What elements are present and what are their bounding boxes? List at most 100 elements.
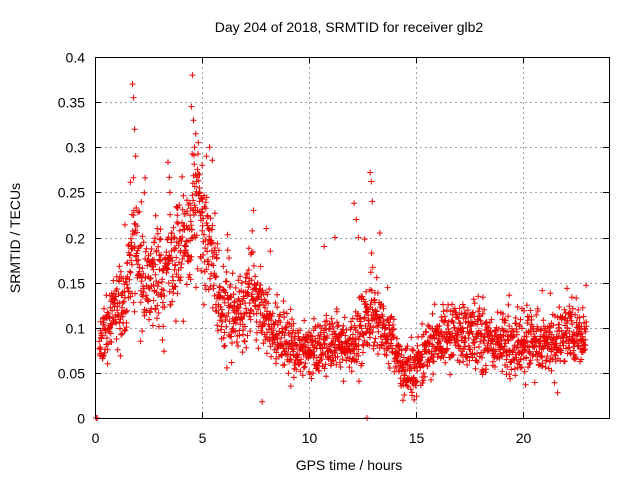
data-point bbox=[130, 299, 137, 306]
data-point bbox=[117, 352, 124, 359]
data-point bbox=[355, 234, 362, 241]
x-tick-label: 15 bbox=[409, 430, 425, 446]
data-point bbox=[506, 292, 513, 299]
data-point bbox=[465, 335, 472, 341]
data-point bbox=[561, 306, 568, 313]
data-point bbox=[367, 301, 374, 308]
data-point bbox=[467, 346, 474, 353]
x-tick-label: 5 bbox=[199, 430, 207, 446]
data-point bbox=[128, 239, 135, 246]
data-point bbox=[102, 327, 109, 334]
data-point bbox=[300, 364, 307, 371]
data-point bbox=[143, 292, 150, 299]
data-point bbox=[216, 284, 223, 291]
data-point bbox=[355, 336, 362, 343]
data-point bbox=[367, 323, 374, 329]
data-point bbox=[499, 368, 506, 375]
data-point bbox=[579, 304, 586, 311]
data-point bbox=[479, 310, 486, 317]
data-point bbox=[414, 367, 421, 374]
data-point bbox=[517, 364, 524, 371]
data-point bbox=[383, 352, 390, 359]
data-point bbox=[127, 269, 134, 276]
data-point bbox=[456, 311, 463, 318]
data-point bbox=[201, 231, 207, 238]
data-point bbox=[322, 361, 329, 368]
data-point bbox=[185, 252, 192, 259]
data-point bbox=[199, 162, 206, 169]
data-point bbox=[370, 343, 377, 349]
data-point bbox=[527, 307, 534, 314]
data-point bbox=[581, 347, 588, 354]
data-point bbox=[205, 257, 212, 263]
data-point bbox=[561, 358, 568, 365]
data-point bbox=[339, 356, 346, 363]
data-point bbox=[252, 273, 259, 280]
data-point bbox=[290, 346, 297, 353]
data-point bbox=[359, 360, 365, 367]
data-point bbox=[521, 307, 527, 314]
data-point bbox=[573, 295, 580, 302]
data-point bbox=[203, 194, 210, 201]
data-point bbox=[556, 304, 563, 311]
data-point bbox=[526, 361, 533, 367]
data-point bbox=[501, 343, 508, 350]
data-point bbox=[342, 332, 349, 339]
data-point bbox=[321, 365, 328, 372]
data-point bbox=[223, 278, 230, 285]
data-point bbox=[361, 314, 368, 321]
data-point bbox=[321, 243, 328, 250]
data-point bbox=[248, 277, 255, 284]
data-point bbox=[512, 372, 519, 379]
data-point bbox=[369, 198, 376, 205]
data-point bbox=[254, 294, 261, 301]
data-point bbox=[561, 315, 568, 322]
data-point bbox=[485, 324, 492, 331]
data-point bbox=[218, 306, 225, 313]
y-tick-label: 0.1 bbox=[66, 321, 86, 337]
data-point bbox=[477, 317, 484, 324]
data-point bbox=[187, 256, 194, 263]
data-point bbox=[168, 230, 175, 237]
data-point bbox=[464, 353, 471, 360]
data-point bbox=[123, 307, 130, 314]
data-point bbox=[435, 350, 442, 357]
data-point bbox=[188, 103, 195, 110]
data-point bbox=[314, 364, 321, 371]
data-point bbox=[509, 348, 516, 355]
data-point bbox=[340, 378, 347, 385]
data-point bbox=[383, 332, 390, 339]
data-point bbox=[229, 340, 235, 346]
data-point bbox=[156, 236, 163, 243]
data-point bbox=[273, 349, 280, 356]
chart-title: Day 204 of 2018, SRMTID for receiver glb… bbox=[215, 19, 484, 35]
data-point bbox=[383, 339, 390, 346]
data-point bbox=[189, 180, 196, 187]
data-point bbox=[482, 369, 489, 376]
data-point bbox=[196, 171, 203, 178]
data-point bbox=[413, 393, 420, 400]
data-point bbox=[457, 329, 464, 336]
data-point bbox=[447, 340, 453, 346]
data-point bbox=[428, 376, 434, 383]
data-point bbox=[188, 222, 195, 229]
data-point bbox=[154, 225, 161, 232]
data-point bbox=[430, 371, 437, 378]
data-point bbox=[179, 234, 186, 240]
data-point bbox=[429, 310, 436, 317]
data-point bbox=[269, 310, 276, 317]
data-point bbox=[359, 341, 366, 348]
data-point bbox=[195, 170, 202, 177]
data-point bbox=[154, 230, 161, 237]
data-point bbox=[113, 320, 120, 327]
data-point bbox=[133, 257, 140, 264]
data-point bbox=[177, 277, 183, 284]
data-point bbox=[330, 358, 337, 364]
data-point bbox=[271, 339, 278, 346]
data-point bbox=[569, 305, 576, 312]
data-point bbox=[578, 356, 585, 363]
data-point bbox=[244, 270, 251, 277]
data-point bbox=[278, 334, 285, 341]
data-point bbox=[202, 205, 209, 212]
data-point bbox=[539, 354, 545, 361]
